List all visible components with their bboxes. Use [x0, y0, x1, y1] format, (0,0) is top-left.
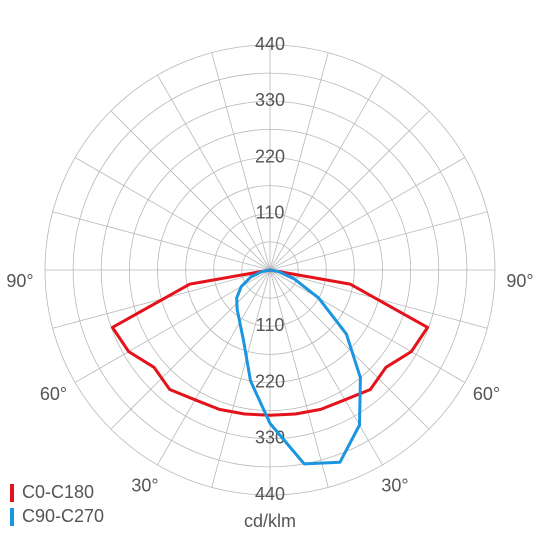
legend-swatch: [10, 484, 14, 502]
angle-label: 60°: [473, 384, 500, 404]
ring: [213, 213, 327, 327]
legend-label: C0-C180: [22, 482, 94, 502]
r-tick-label: 330: [255, 90, 285, 110]
r-axis-label: cd/klm: [244, 511, 296, 531]
ring: [157, 157, 383, 383]
ring: [44, 44, 496, 496]
r-tick-label: 440: [255, 34, 285, 54]
minor-ring: [128, 128, 412, 412]
angle-label: 30°: [131, 475, 158, 495]
angle-label: 90°: [506, 271, 533, 291]
r-tick-label: 110: [256, 203, 285, 223]
series-line: [110, 268, 430, 417]
ring: [100, 100, 440, 440]
angle-label: 60°: [40, 384, 67, 404]
series-line: [235, 268, 362, 466]
minor-ring: [72, 72, 468, 468]
r-tick-label: 440: [255, 484, 285, 504]
minor-ring: [185, 185, 355, 355]
r-tick-label: 110: [256, 315, 285, 335]
angle-label: 90°: [6, 271, 33, 291]
r-tick-label: 220: [255, 146, 285, 166]
legend-label: C90-C270: [22, 506, 104, 526]
minor-ring: [241, 241, 299, 299]
r-tick-label: 220: [255, 371, 285, 391]
legend-swatch: [10, 508, 14, 526]
angle-label: 30°: [381, 475, 408, 495]
